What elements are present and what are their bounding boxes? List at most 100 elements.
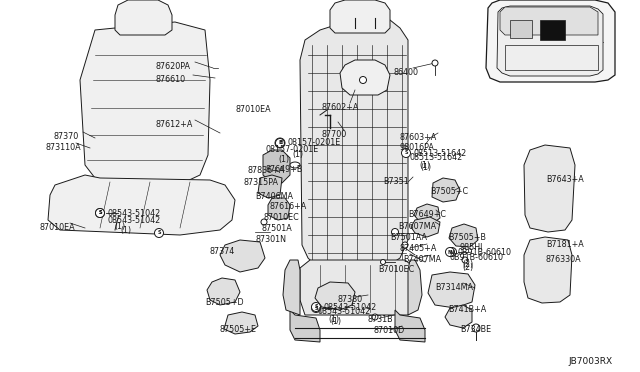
Text: B7607MA: B7607MA (398, 222, 436, 231)
Polygon shape (486, 0, 615, 82)
Polygon shape (500, 7, 598, 35)
Text: B7501AA: B7501AA (390, 233, 427, 242)
Polygon shape (263, 150, 290, 183)
Text: B7407MA: B7407MA (403, 255, 441, 264)
Text: 08543-51042: 08543-51042 (107, 209, 160, 218)
Text: N: N (448, 250, 452, 254)
Text: 87616+A: 87616+A (270, 202, 307, 211)
Text: 876330A: 876330A (546, 255, 582, 264)
Text: S: S (99, 211, 102, 215)
Polygon shape (48, 175, 235, 235)
Text: S: S (157, 231, 161, 235)
Polygon shape (330, 0, 390, 33)
Circle shape (392, 228, 399, 235)
Text: 08543-51042: 08543-51042 (107, 216, 160, 225)
Polygon shape (395, 310, 425, 342)
Text: 87603+A: 87603+A (400, 133, 437, 142)
Circle shape (312, 304, 321, 312)
Text: 86400: 86400 (393, 68, 418, 77)
Text: 873110A: 873110A (46, 143, 82, 152)
Bar (510, 20, 532, 38)
Text: 08543-51042: 08543-51042 (318, 307, 371, 316)
Circle shape (372, 314, 378, 320)
Circle shape (445, 247, 454, 257)
Polygon shape (290, 310, 320, 342)
Polygon shape (414, 204, 440, 224)
Circle shape (95, 208, 104, 218)
Text: 87700: 87700 (322, 130, 348, 139)
Circle shape (312, 302, 321, 311)
Text: 876610: 876610 (155, 75, 185, 84)
Ellipse shape (290, 162, 300, 168)
Text: B7406MA: B7406MA (255, 192, 293, 201)
Text: (1): (1) (278, 155, 289, 164)
Text: 87505+E: 87505+E (220, 325, 257, 334)
Text: 87380: 87380 (338, 295, 363, 304)
Text: S: S (314, 305, 317, 310)
Circle shape (275, 138, 285, 148)
Text: 0B91B-60610: 0B91B-60610 (457, 248, 511, 257)
Circle shape (432, 60, 438, 66)
Text: B7643+A: B7643+A (546, 175, 584, 184)
Text: B7314MA: B7314MA (435, 283, 473, 292)
Polygon shape (408, 260, 422, 315)
Text: B: B (279, 141, 283, 145)
Polygon shape (524, 145, 575, 232)
Polygon shape (283, 260, 300, 315)
Circle shape (447, 247, 456, 257)
Text: (2): (2) (462, 260, 473, 269)
Text: B7505+D: B7505+D (205, 298, 244, 307)
Bar (540, 20, 565, 40)
Text: S: S (314, 305, 317, 311)
Circle shape (154, 228, 163, 237)
Circle shape (360, 77, 367, 83)
Text: JB7003RX: JB7003RX (568, 357, 612, 366)
Text: 87602+A: 87602+A (322, 103, 360, 112)
Polygon shape (524, 237, 572, 303)
Polygon shape (340, 60, 390, 95)
Polygon shape (224, 312, 258, 334)
Polygon shape (449, 224, 478, 247)
Text: B734BE: B734BE (460, 325, 491, 334)
Text: 87836+A: 87836+A (248, 166, 285, 175)
Text: 87405+A: 87405+A (399, 244, 436, 253)
Polygon shape (300, 20, 408, 270)
Polygon shape (432, 178, 460, 202)
Text: (1): (1) (114, 222, 125, 231)
Text: 87374: 87374 (210, 247, 236, 256)
Polygon shape (411, 217, 440, 237)
Text: B: B (278, 141, 282, 145)
Text: 87010D: 87010D (374, 326, 405, 335)
Circle shape (472, 324, 480, 332)
Text: 985HI: 985HI (460, 243, 483, 252)
Text: 87010EC: 87010EC (264, 213, 300, 222)
Text: B741B+A: B741B+A (448, 305, 486, 314)
Text: 0B91B-60610: 0B91B-60610 (450, 253, 504, 262)
Text: 87010EA: 87010EA (40, 223, 76, 232)
Text: S: S (404, 151, 408, 155)
Text: 87612+A: 87612+A (155, 120, 193, 129)
Text: 87010EA: 87010EA (235, 105, 271, 114)
Text: B7505+B: B7505+B (448, 233, 486, 242)
Circle shape (95, 208, 104, 218)
Text: B7351: B7351 (383, 177, 409, 186)
Polygon shape (268, 198, 290, 220)
Text: (1): (1) (120, 226, 131, 235)
Text: (1): (1) (292, 150, 303, 159)
Text: 08513-51642: 08513-51642 (413, 149, 467, 158)
Polygon shape (258, 175, 282, 198)
Text: 87501A: 87501A (262, 224, 292, 233)
Text: B7505+C: B7505+C (430, 187, 468, 196)
Circle shape (275, 138, 285, 148)
Text: (1): (1) (420, 163, 431, 172)
Text: 87370: 87370 (53, 132, 78, 141)
Polygon shape (315, 282, 355, 310)
Text: 08513-51642: 08513-51642 (410, 153, 463, 162)
Text: S: S (99, 211, 102, 215)
Text: 98016PA: 98016PA (400, 143, 435, 152)
Circle shape (261, 219, 267, 225)
Polygon shape (220, 240, 265, 272)
Text: (1): (1) (328, 315, 339, 324)
Text: 08157-0201E: 08157-0201E (287, 138, 340, 147)
Circle shape (381, 260, 385, 264)
